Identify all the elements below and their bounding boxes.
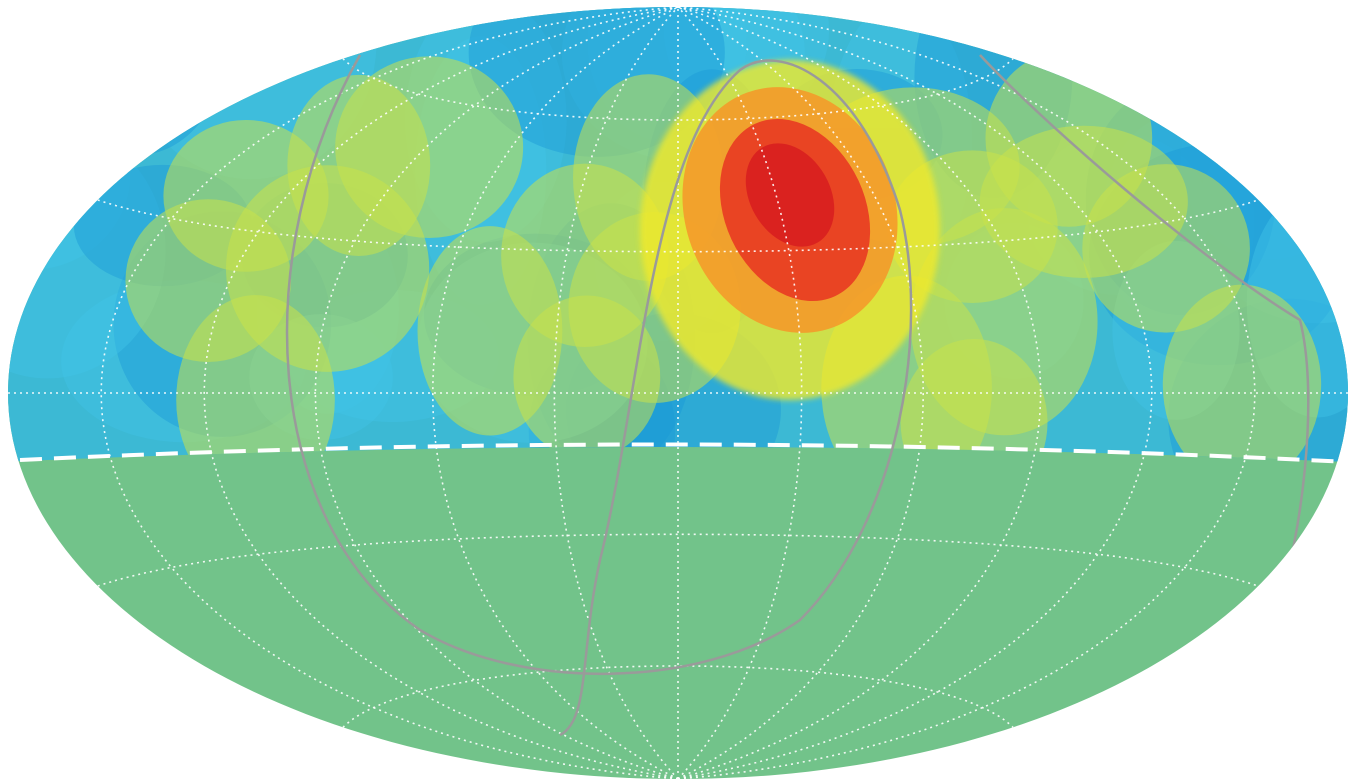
yellow-patch [910, 208, 1098, 436]
yellow-patch [985, 49, 1153, 227]
declination-limit [19, 442, 1348, 464]
hotspot-core [745, 143, 835, 247]
blue-patch [55, 7, 202, 134]
yellow-patch [226, 165, 430, 372]
galactic-plane [285, 54, 913, 737]
parallel [342, 665, 1014, 728]
coordinate-grid [8, 7, 1348, 779]
parallel [97, 199, 1259, 253]
parallel [97, 533, 1259, 587]
parallel [342, 58, 1014, 121]
meridian [677, 7, 1153, 779]
meridian [203, 7, 679, 779]
meridian [677, 7, 925, 779]
yellow-patch [1162, 284, 1322, 462]
yellow-patch [1082, 164, 1250, 333]
yellow-patch [417, 226, 563, 436]
